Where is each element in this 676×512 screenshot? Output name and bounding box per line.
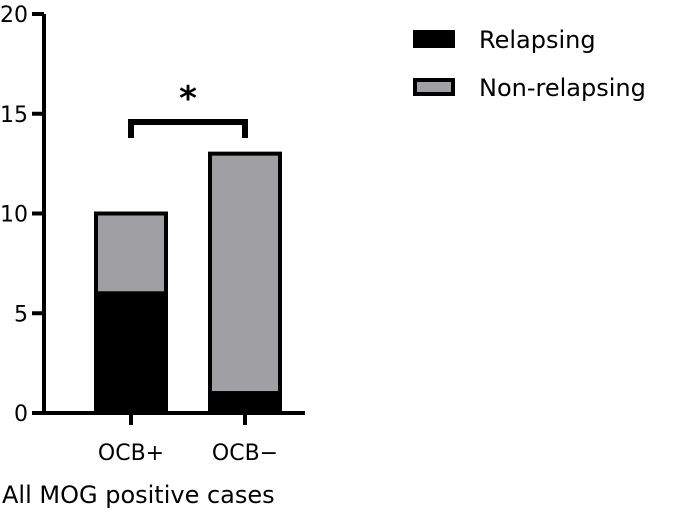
bars	[94, 151, 282, 415]
bar-segment	[208, 391, 282, 415]
bar-segment	[94, 211, 168, 296]
annotations: *	[128, 79, 248, 138]
x-tick-label: OCB−	[212, 441, 278, 466]
axes: 0 5 10 15 20 OCB+ OCB−	[0, 3, 305, 466]
x-axis-label: All MOG positive cases	[2, 481, 275, 509]
legend-swatch	[413, 78, 455, 96]
bar-segment	[208, 151, 282, 396]
significance-marker: *	[179, 79, 197, 119]
y-tick-label: 15	[0, 103, 28, 128]
legend-label: Relapsing	[479, 26, 596, 54]
legend: Relapsing Non-relapsing	[413, 26, 646, 102]
y-tick-label: 20	[0, 3, 28, 28]
y-tick-label: 0	[14, 402, 28, 427]
legend-label: Non-relapsing	[479, 74, 646, 102]
y-tick-label: 10	[0, 203, 28, 228]
y-tick-label: 5	[14, 302, 28, 327]
x-tick-label: OCB+	[98, 441, 164, 466]
bar-segment	[94, 291, 168, 415]
legend-swatch	[413, 30, 455, 48]
significance-bracket	[128, 119, 248, 138]
